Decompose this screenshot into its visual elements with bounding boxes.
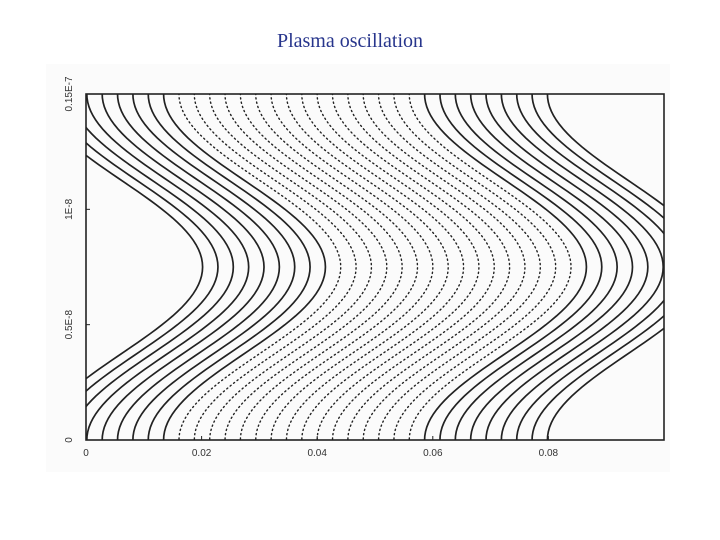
y-tick-label-1: 0.5E-8 — [64, 309, 75, 339]
plot-frame — [85, 93, 665, 441]
solid-contour-line — [515, 94, 664, 440]
contour-lines — [86, 94, 664, 440]
x-axis-ticks: 0 0.02 0.04 0.06 0.08 — [83, 436, 559, 459]
solid-contour-line — [469, 94, 634, 440]
y-tick-label-2: 1E-8 — [64, 198, 75, 220]
solid-contour-line — [485, 94, 649, 440]
solid-contour-line — [132, 94, 296, 440]
solid-contour-line — [423, 94, 588, 440]
contour-plot-figure: 0 0.02 0.04 0.06 0.08 0 0.5E-8 1E-8 0.15E-7 — [46, 64, 670, 472]
x-tick-label-1: 0.02 — [192, 448, 212, 459]
solid-contour-line — [116, 94, 281, 440]
solid-contour-line — [546, 94, 664, 440]
dotted-contour-line — [347, 94, 511, 440]
dotted-contour-line — [255, 94, 419, 440]
dotted-contour-line — [193, 94, 357, 440]
dotted-contour-line — [224, 94, 388, 440]
solid-contour-line — [147, 94, 311, 440]
dotted-contour-line — [331, 94, 496, 440]
dotted-contour-line — [178, 94, 342, 440]
solid-contour-line — [101, 94, 265, 440]
dotted-contour-line — [408, 94, 572, 440]
solid-contour-line — [86, 126, 235, 408]
y-tick-label-3: 0.15E-7 — [64, 76, 75, 111]
x-tick-label-2: 0.04 — [307, 448, 327, 459]
slide-title: Plasma oscillation — [276, 30, 424, 52]
dotted-contour-line — [270, 94, 434, 440]
solid-contour-line — [86, 141, 219, 393]
solid-contour-line — [500, 94, 664, 440]
x-tick-label-3: 0.06 — [423, 448, 443, 459]
solid-contour-line — [439, 94, 603, 440]
y-axis-ticks: 0 0.5E-8 1E-8 0.15E-7 — [64, 76, 90, 443]
x-tick-label-4: 0.08 — [539, 448, 559, 459]
dotted-contour-line — [208, 94, 373, 440]
dotted-contour-line — [285, 94, 449, 440]
dotted-contour-line — [239, 94, 403, 440]
dotted-contour-line — [362, 94, 526, 440]
y-tick-label-0: 0 — [64, 437, 75, 443]
solid-contour-line — [531, 94, 664, 440]
dotted-contour-line — [377, 94, 542, 440]
contour-plot-svg: 0 0.02 0.04 0.06 0.08 0 0.5E-8 1E-8 0.15E-7 — [64, 76, 665, 459]
solid-contour-line — [454, 94, 618, 440]
solid-contour-line — [86, 94, 250, 440]
dotted-contour-line — [393, 94, 557, 440]
x-tick-label-0: 0 — [83, 448, 89, 459]
solid-contour-line — [86, 154, 204, 380]
solid-contour-line — [162, 94, 327, 440]
dotted-contour-line — [316, 94, 480, 440]
dotted-contour-line — [301, 94, 465, 440]
